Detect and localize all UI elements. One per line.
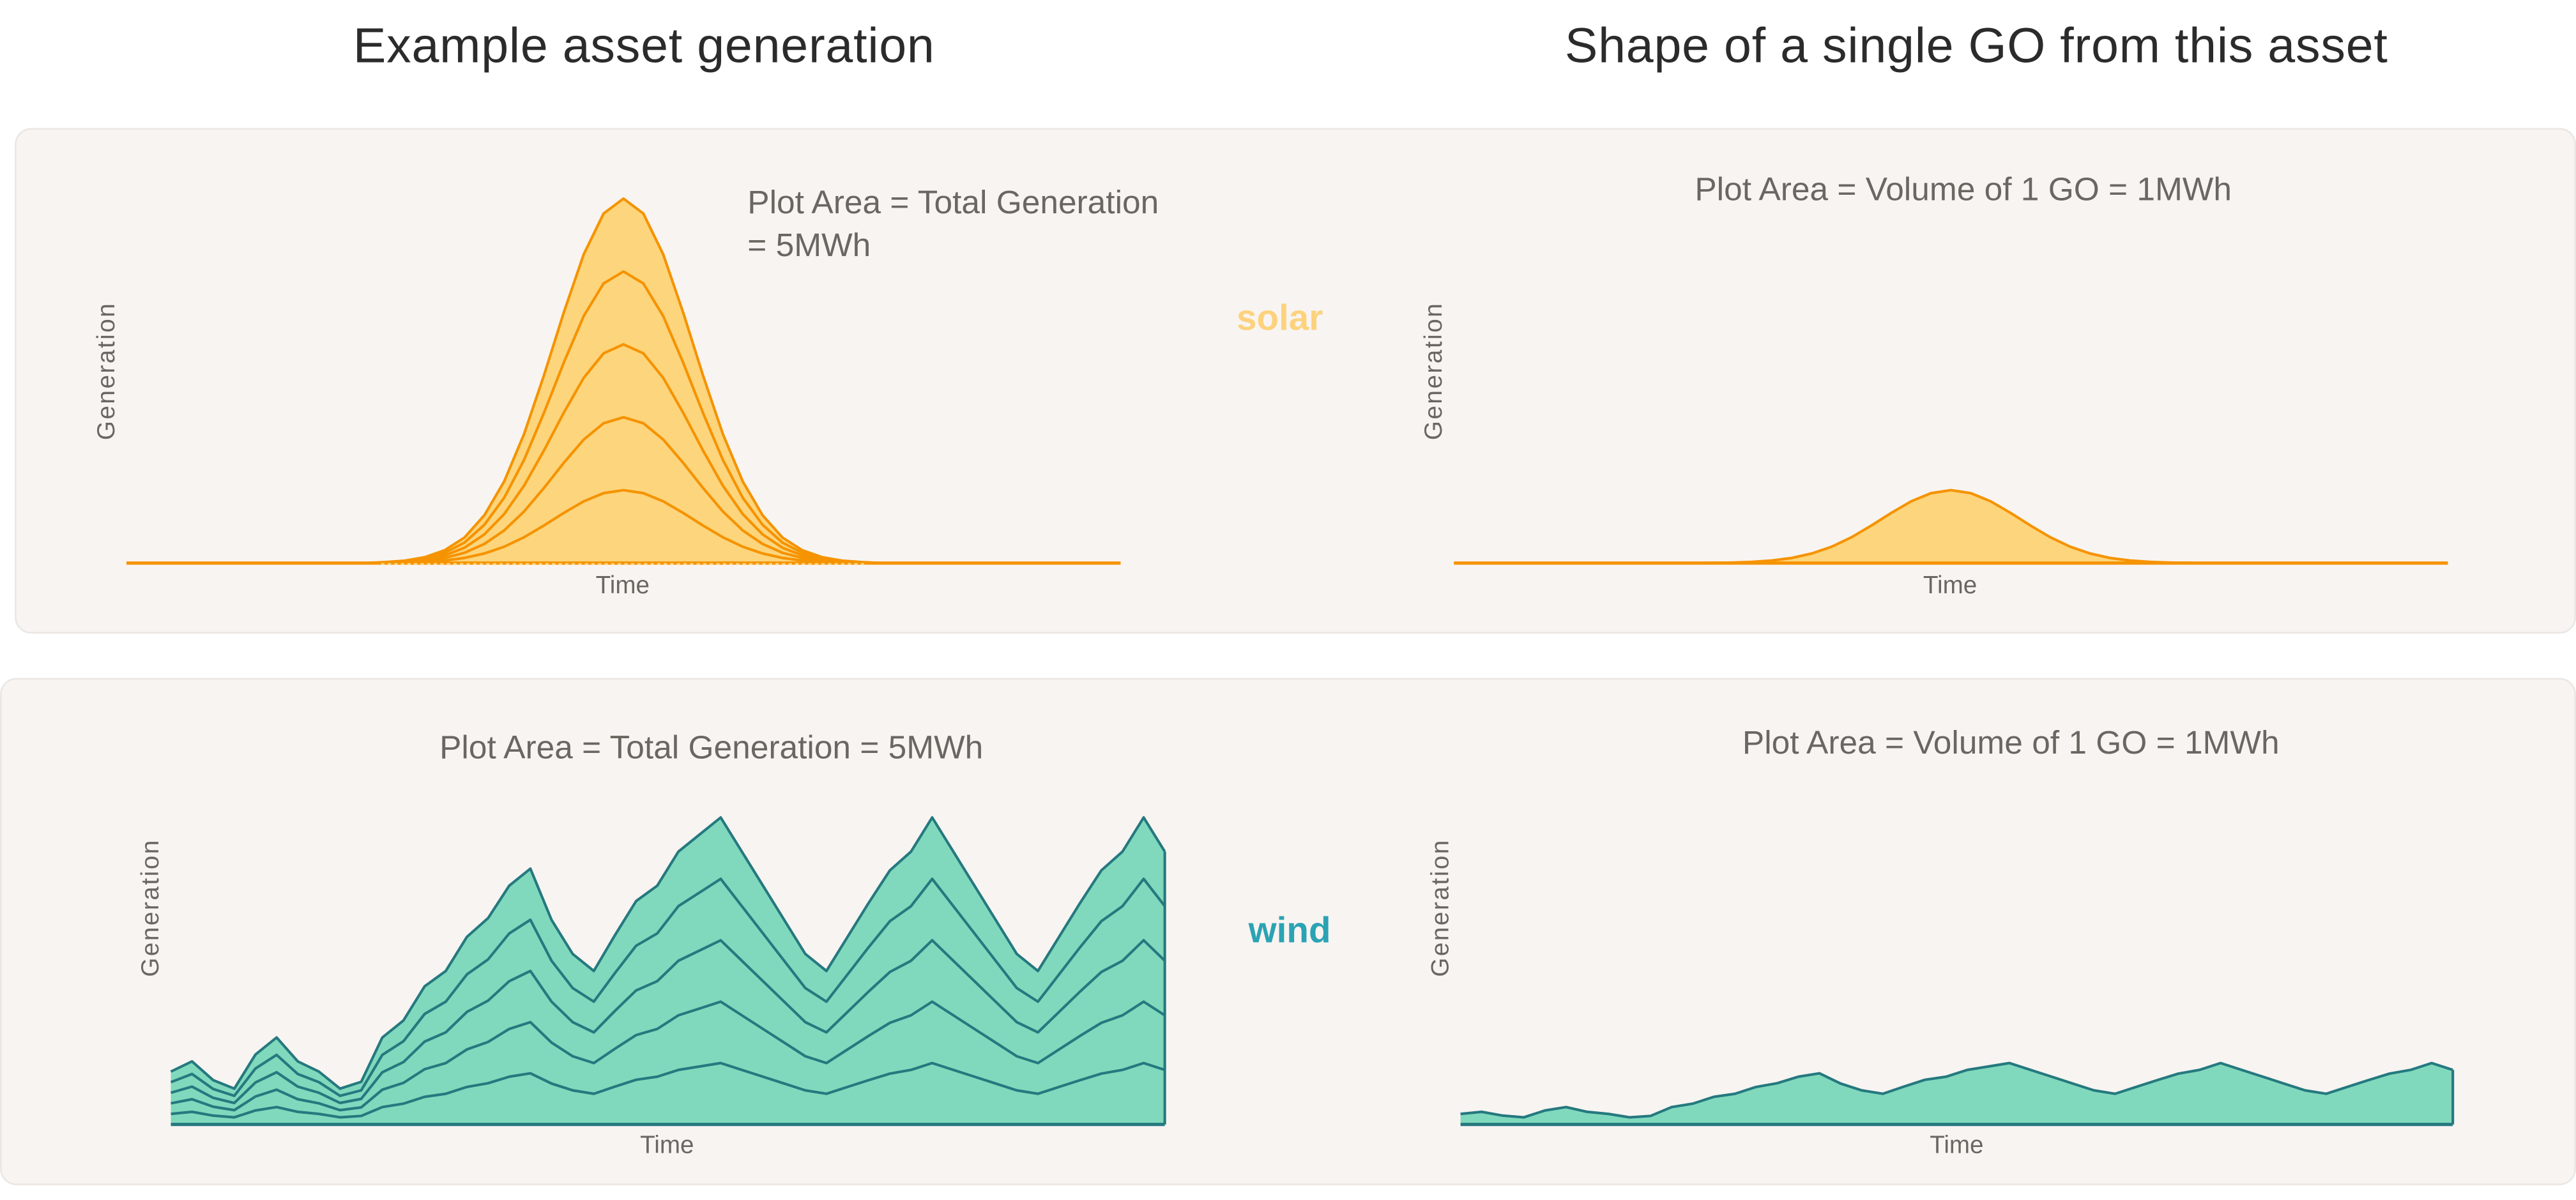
wind-total-layer-line-5 [170, 816, 1166, 1090]
solar-left-ylabel: Generation [93, 301, 121, 441]
wind-right-ylabel: Generation [1426, 839, 1455, 977]
wind-single-note: Plot Area = Volume of 1 GO = 1MWh [1742, 725, 2280, 762]
solar-right-xlabel: Time [1923, 572, 1978, 600]
solar-tag: solar [1237, 297, 1323, 338]
wind-tag: wind [1248, 909, 1331, 951]
heading-single-go-shape: Shape of a single GO from this asset [1564, 19, 2388, 74]
solar-total-area-fill [126, 199, 1121, 563]
solar-single-note: Plot Area = Volume of 1 GO = 1MWh [1695, 172, 2232, 209]
wind-left-ylabel: Generation [137, 839, 165, 977]
wind-single-go-layer-line-1 [1460, 1061, 2453, 1119]
wind-total-layer-line-1 [171, 1061, 1166, 1119]
wind-single-go-area-fill [1460, 1063, 2453, 1125]
solar-panel [15, 128, 2576, 634]
wind-total-layer-line-2 [171, 1000, 1166, 1112]
solar-left-xlabel: Time [595, 572, 650, 600]
solar-right-ylabel: Generation [1420, 301, 1449, 441]
wind-total-layer-line-4 [170, 877, 1166, 1097]
wind-total-layer-line-3 [170, 939, 1166, 1105]
solar-total-note-line2: = 5MWh [747, 228, 871, 264]
solar-total-note-line1: Plot Area = Total Generation [747, 185, 1159, 222]
wind-left-xlabel: Time [640, 1132, 694, 1160]
wind-right-xlabel: Time [1930, 1132, 1984, 1160]
heading-example-asset-generation: Example asset generation [353, 19, 935, 74]
wind-total-note: Plot Area = Total Generation = 5MWh [439, 730, 984, 767]
solar-single-go-area-fill [1454, 490, 2448, 563]
